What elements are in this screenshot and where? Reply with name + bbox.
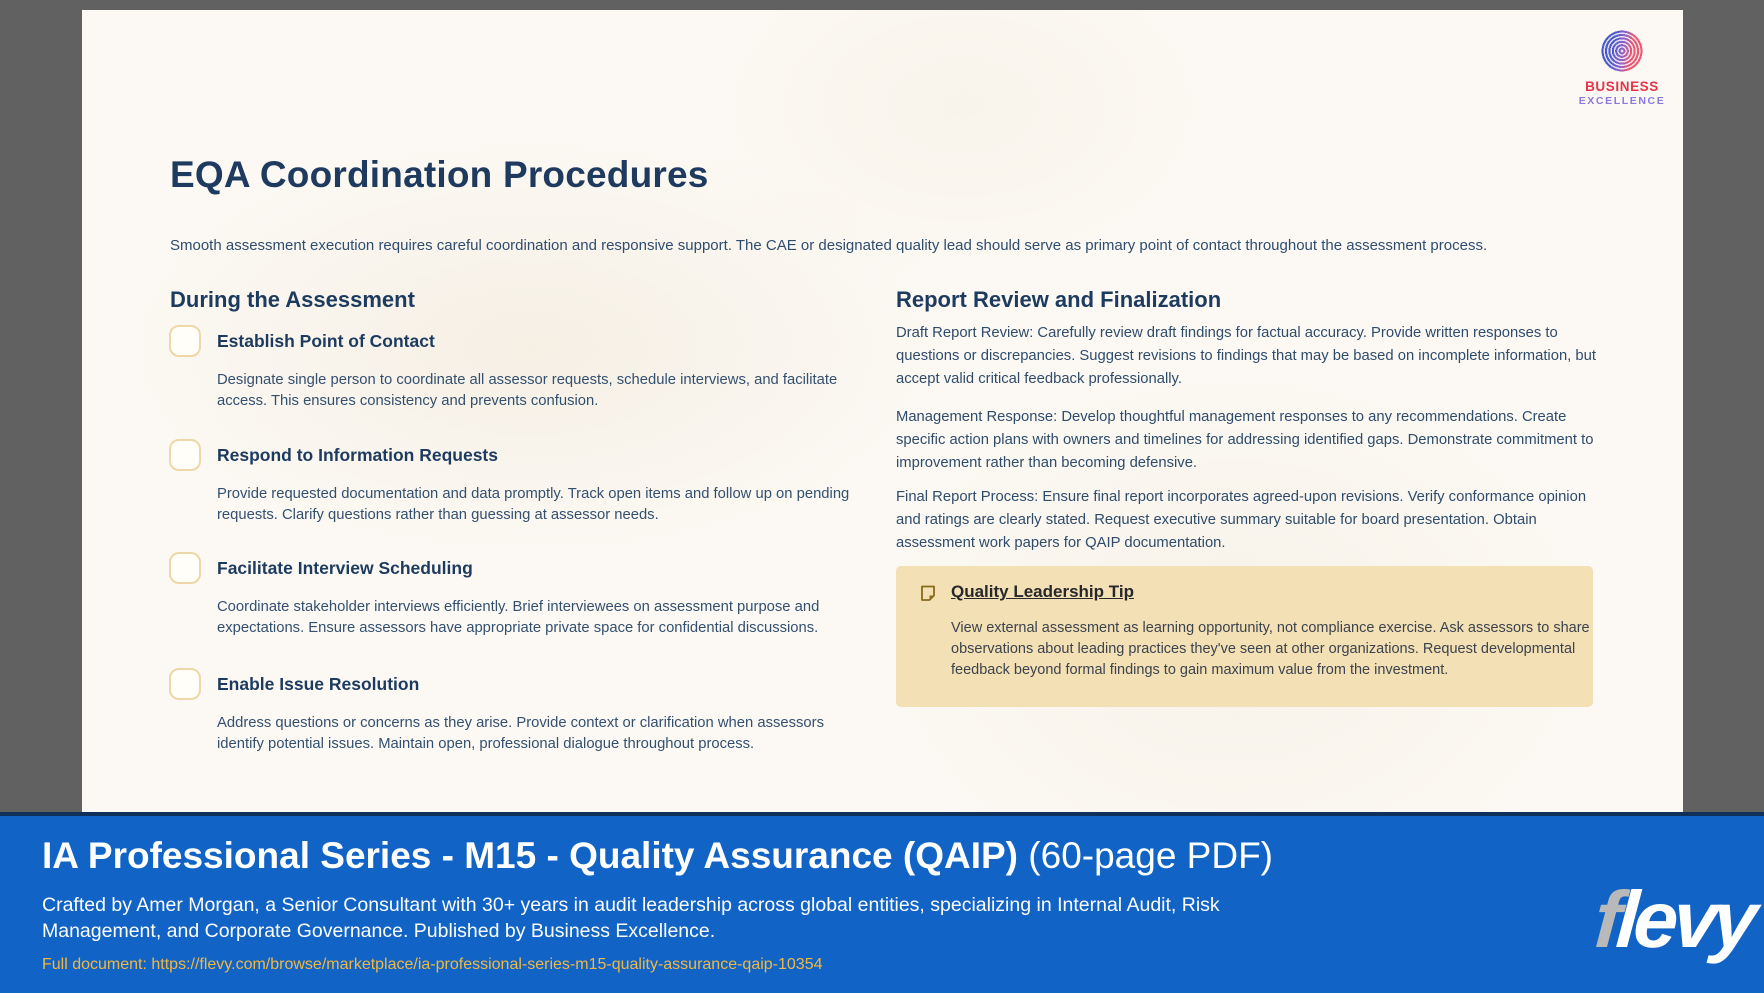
checklist-item-description: Designate single person to coordinate al… bbox=[217, 372, 838, 409]
business-excellence-logo: BUSINESS EXCELLENCE bbox=[1562, 30, 1682, 107]
checklist-item-description: Address questions or concerns as they ar… bbox=[217, 715, 824, 752]
slide-card: BUSINESS EXCELLENCE EQA Coordination Pro… bbox=[82, 10, 1683, 812]
right-section-heading: Report Review and Finalization bbox=[896, 287, 1222, 312]
brand-name: BUSINESS bbox=[1585, 79, 1659, 94]
tip-title: Quality Leadership Tip bbox=[951, 582, 1134, 601]
checklist-item: Enable Issue Resolution Address question… bbox=[169, 666, 869, 755]
checkbox[interactable] bbox=[169, 552, 201, 584]
right-paragraph-draft-report-review: Draft Report Review: Carefully review dr… bbox=[896, 325, 1596, 387]
footer-banner: IA Professional Series - M15 - Quality A… bbox=[0, 812, 1764, 993]
full-document-link[interactable]: Full document: https://flevy.com/browse/… bbox=[42, 956, 823, 973]
flevy-logo: flevy bbox=[1592, 875, 1756, 964]
page-title: EQA Coordination Procedures bbox=[170, 154, 709, 195]
flevy-logo-levy: levy bbox=[1613, 875, 1756, 964]
document-title: IA Professional Series - M15 - Quality A… bbox=[42, 834, 1273, 878]
document-title-suffix: (60-page PDF) bbox=[1018, 835, 1274, 876]
checklist-item-title: Facilitate Interview Scheduling bbox=[217, 558, 473, 578]
checklist-item-title: Enable Issue Resolution bbox=[217, 674, 420, 694]
sticky-note-icon bbox=[921, 585, 935, 601]
right-paragraph-final-report-process: Final Report Process: Ensure final repor… bbox=[896, 489, 1587, 551]
checkbox[interactable] bbox=[169, 325, 201, 357]
document-title-main: IA Professional Series - M15 - Quality A… bbox=[42, 835, 1019, 876]
left-section-heading: During the Assessment bbox=[170, 287, 415, 312]
checkbox[interactable] bbox=[169, 439, 201, 471]
checkbox[interactable] bbox=[169, 668, 201, 700]
checklist-item-description: Coordinate stakeholder interviews effici… bbox=[217, 599, 820, 636]
right-paragraph-management-response: Management Response: Develop thoughtful … bbox=[896, 409, 1594, 471]
document-byline: Crafted by Amer Morgan, a Senior Consult… bbox=[42, 894, 1220, 942]
quality-leadership-tip-box: Quality Leadership Tip View external ass… bbox=[896, 566, 1593, 707]
checklist-item: Facilitate Interview Scheduling Coordina… bbox=[169, 550, 869, 639]
fingerprint-logo-icon bbox=[1601, 30, 1643, 72]
checklist-item: Establish Point of Contact Designate sin… bbox=[169, 323, 869, 412]
checklist-item-title: Respond to Information Requests bbox=[217, 445, 498, 465]
tip-body: View external assessment as learning opp… bbox=[951, 620, 1590, 678]
checklist-item: Respond to Information Requests Provide … bbox=[169, 437, 869, 526]
checklist-item-title: Establish Point of Contact bbox=[217, 331, 435, 351]
brand-subname: EXCELLENCE bbox=[1578, 95, 1666, 107]
intro-paragraph: Smooth assessment execution requires car… bbox=[170, 237, 1488, 254]
checklist-item-description: Provide requested documentation and data… bbox=[217, 486, 850, 523]
